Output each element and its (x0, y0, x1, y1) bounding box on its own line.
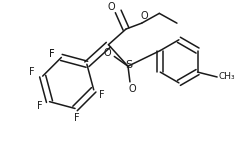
Text: F: F (29, 67, 35, 77)
Text: CH₃: CH₃ (219, 72, 235, 81)
Text: F: F (74, 113, 80, 123)
Text: O: O (107, 1, 115, 12)
Text: O: O (128, 84, 136, 94)
Text: F: F (49, 48, 54, 59)
Text: O: O (104, 48, 111, 57)
Text: F: F (49, 49, 54, 60)
Text: S: S (125, 60, 133, 70)
Text: F: F (99, 90, 104, 100)
Text: F: F (37, 100, 42, 111)
Text: O: O (141, 11, 148, 21)
